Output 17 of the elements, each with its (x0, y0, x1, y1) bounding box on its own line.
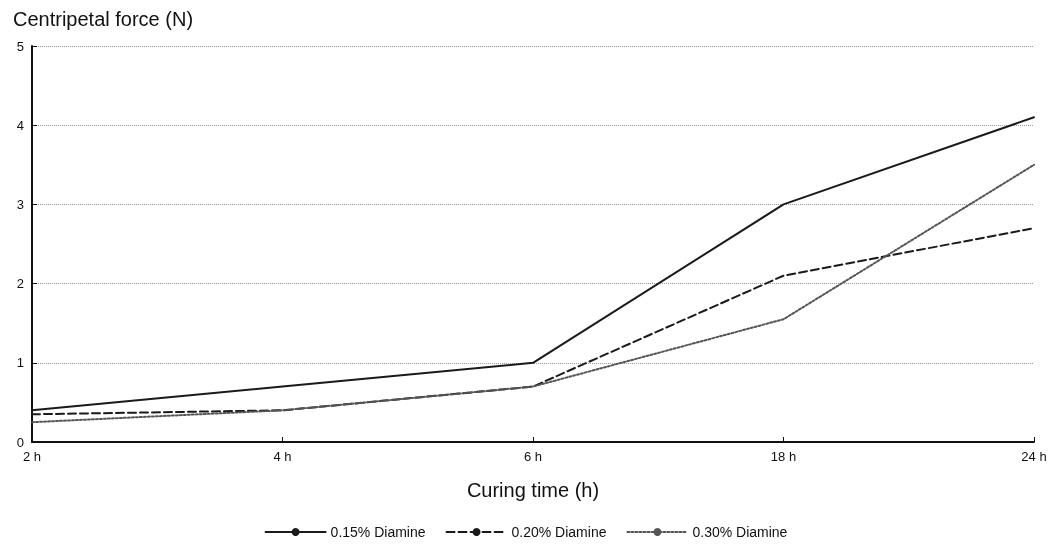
x-tick-label: 18 h (770, 449, 797, 464)
y-tick-label: 1 (16, 355, 24, 371)
y-axis-title: Centripetal force (N) (13, 8, 194, 30)
x-tick-label: 2 h (22, 449, 42, 464)
x-axis-title: Curing time (h) (466, 479, 600, 501)
y-tick-label: 2 (16, 276, 24, 292)
y-tick-label: 3 (16, 196, 24, 212)
y-tick-label: 0 (16, 434, 24, 450)
legend-label: 0.15% Diamine (330, 524, 426, 540)
legend-label: 0.20% Diamine (511, 524, 607, 540)
x-tick-label: 24 h (1021, 449, 1047, 464)
x-tick-label: 4 h (273, 449, 292, 464)
line-series (31, 163, 1035, 424)
legend-label: 0.30% Diamine (692, 524, 788, 540)
x-tick-label: 6 h (523, 449, 543, 464)
y-tick-label: 5 (16, 38, 24, 54)
y-tick-label: 4 (16, 117, 24, 133)
